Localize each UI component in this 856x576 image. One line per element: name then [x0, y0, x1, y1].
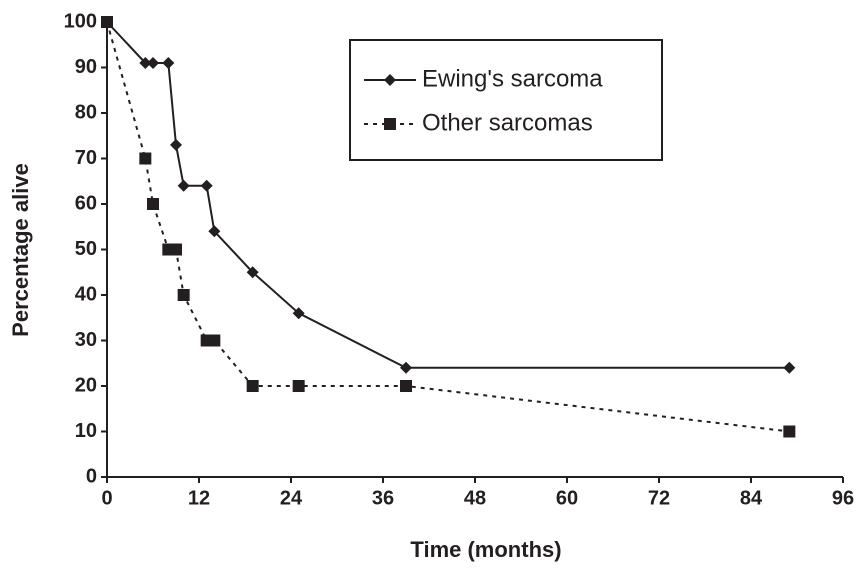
y-tick-label: 40	[75, 283, 97, 305]
x-tick-label: 36	[372, 487, 394, 509]
legend-box	[349, 39, 663, 161]
x-tick-label: 12	[188, 487, 210, 509]
y-tick-label: 90	[75, 56, 97, 78]
x-tick-label: 60	[556, 487, 578, 509]
marker	[783, 361, 796, 374]
y-tick-label: 20	[75, 374, 97, 396]
marker	[783, 425, 796, 438]
y-tick-label: 10	[75, 420, 97, 442]
marker	[177, 179, 190, 192]
legend-label: Other sarcomas	[422, 109, 593, 136]
legend-marker	[384, 118, 396, 130]
x-tick-label: 96	[832, 487, 854, 509]
series-line	[106, 21, 790, 433]
legend: Ewing's sarcoma Other sarcomas	[349, 39, 663, 161]
marker	[246, 266, 259, 279]
marker	[246, 380, 259, 392]
x-tick-label: 84	[740, 487, 763, 509]
x-tick-label: 48	[464, 487, 486, 509]
y-tick-label: 30	[75, 329, 97, 351]
y-tick-label: 80	[75, 101, 97, 123]
legend-marker	[384, 74, 396, 86]
marker	[292, 307, 305, 320]
y-tick-label: 60	[75, 192, 97, 214]
marker	[208, 334, 221, 347]
marker	[170, 243, 182, 256]
y-tick-label: 50	[75, 238, 97, 260]
marker	[139, 56, 152, 69]
marker	[400, 361, 412, 374]
marker	[101, 16, 113, 28]
y-tick-label: 70	[75, 147, 97, 169]
marker	[139, 152, 152, 165]
y-axis-label: Percentage alive	[8, 163, 33, 337]
marker	[200, 179, 213, 192]
x-axis-label: Time (months)	[410, 537, 561, 562]
legend-label: Ewing's sarcoma	[422, 65, 603, 92]
y-tick-label: 100	[64, 10, 97, 32]
marker	[208, 225, 221, 238]
marker	[162, 56, 175, 69]
marker	[147, 56, 159, 69]
x-tick-label: 0	[101, 487, 112, 509]
x-tick-label: 72	[648, 487, 670, 509]
marker	[147, 198, 159, 210]
marker	[292, 380, 305, 392]
y-tick-label: 0	[86, 465, 97, 487]
marker	[170, 138, 182, 151]
marker	[400, 380, 412, 392]
x-tick-label: 24	[280, 487, 303, 509]
marker	[177, 289, 190, 301]
